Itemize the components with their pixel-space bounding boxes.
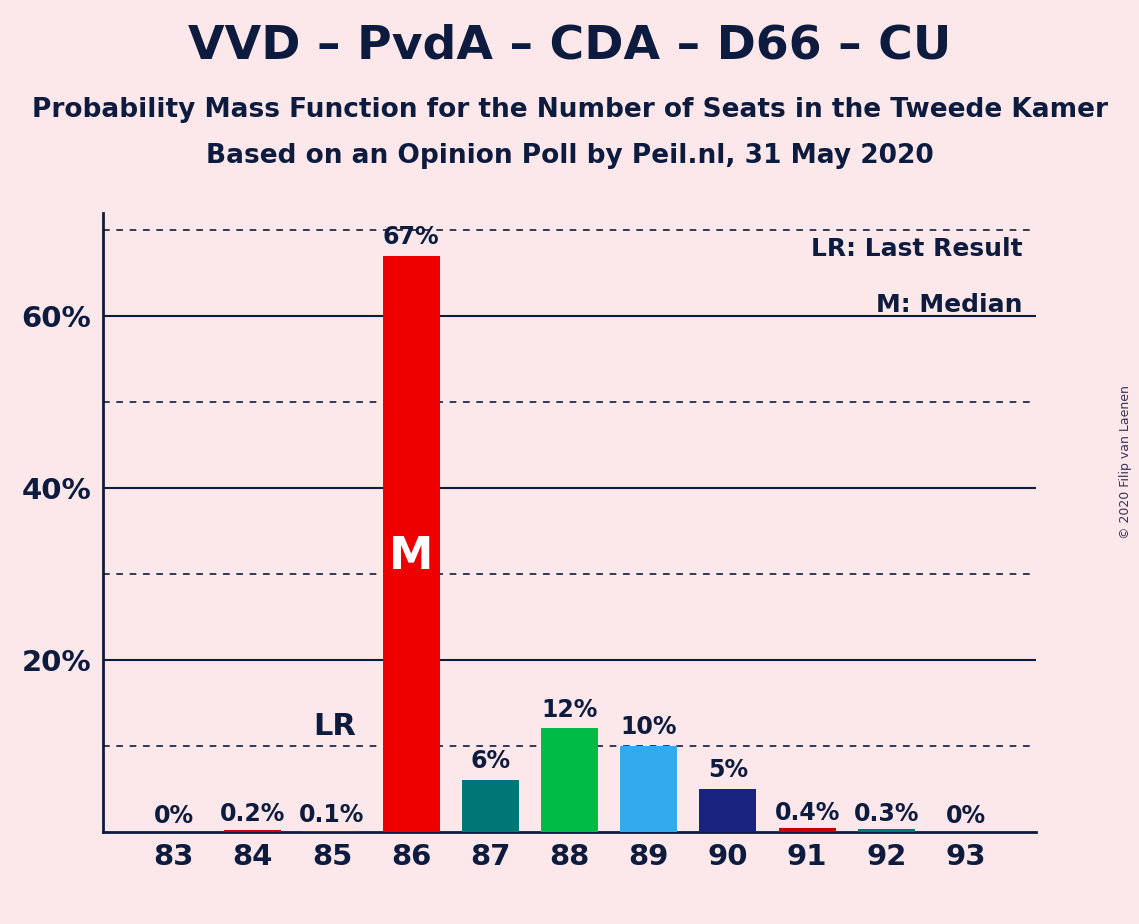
- Bar: [383, 256, 440, 832]
- Text: 0.3%: 0.3%: [853, 802, 919, 825]
- Text: 0.2%: 0.2%: [220, 802, 286, 826]
- Text: 0%: 0%: [154, 804, 194, 828]
- Text: 5%: 5%: [707, 758, 748, 782]
- Bar: [224, 830, 281, 832]
- Text: Based on an Opinion Poll by Peil.nl, 31 May 2020: Based on an Opinion Poll by Peil.nl, 31 …: [206, 143, 933, 169]
- Text: M: Median: M: Median: [876, 293, 1023, 317]
- Text: LR: LR: [313, 712, 355, 741]
- Text: 12%: 12%: [541, 698, 598, 722]
- Text: VVD – PvdA – CDA – D66 – CU: VVD – PvdA – CDA – D66 – CU: [188, 23, 951, 68]
- Text: © 2020 Filip van Laenen: © 2020 Filip van Laenen: [1118, 385, 1132, 539]
- Bar: [858, 829, 915, 832]
- Bar: [461, 780, 518, 832]
- Text: 0.1%: 0.1%: [300, 803, 364, 827]
- Text: 0%: 0%: [945, 804, 985, 828]
- Text: 6%: 6%: [470, 749, 510, 773]
- Text: 0.4%: 0.4%: [775, 801, 839, 825]
- Bar: [699, 788, 756, 832]
- Bar: [621, 746, 678, 832]
- Bar: [779, 828, 836, 832]
- Text: LR: Last Result: LR: Last Result: [811, 237, 1023, 261]
- Bar: [541, 728, 598, 832]
- Text: 10%: 10%: [621, 715, 677, 739]
- Text: M: M: [388, 535, 433, 578]
- Text: 67%: 67%: [383, 225, 440, 249]
- Text: Probability Mass Function for the Number of Seats in the Tweede Kamer: Probability Mass Function for the Number…: [32, 97, 1107, 123]
